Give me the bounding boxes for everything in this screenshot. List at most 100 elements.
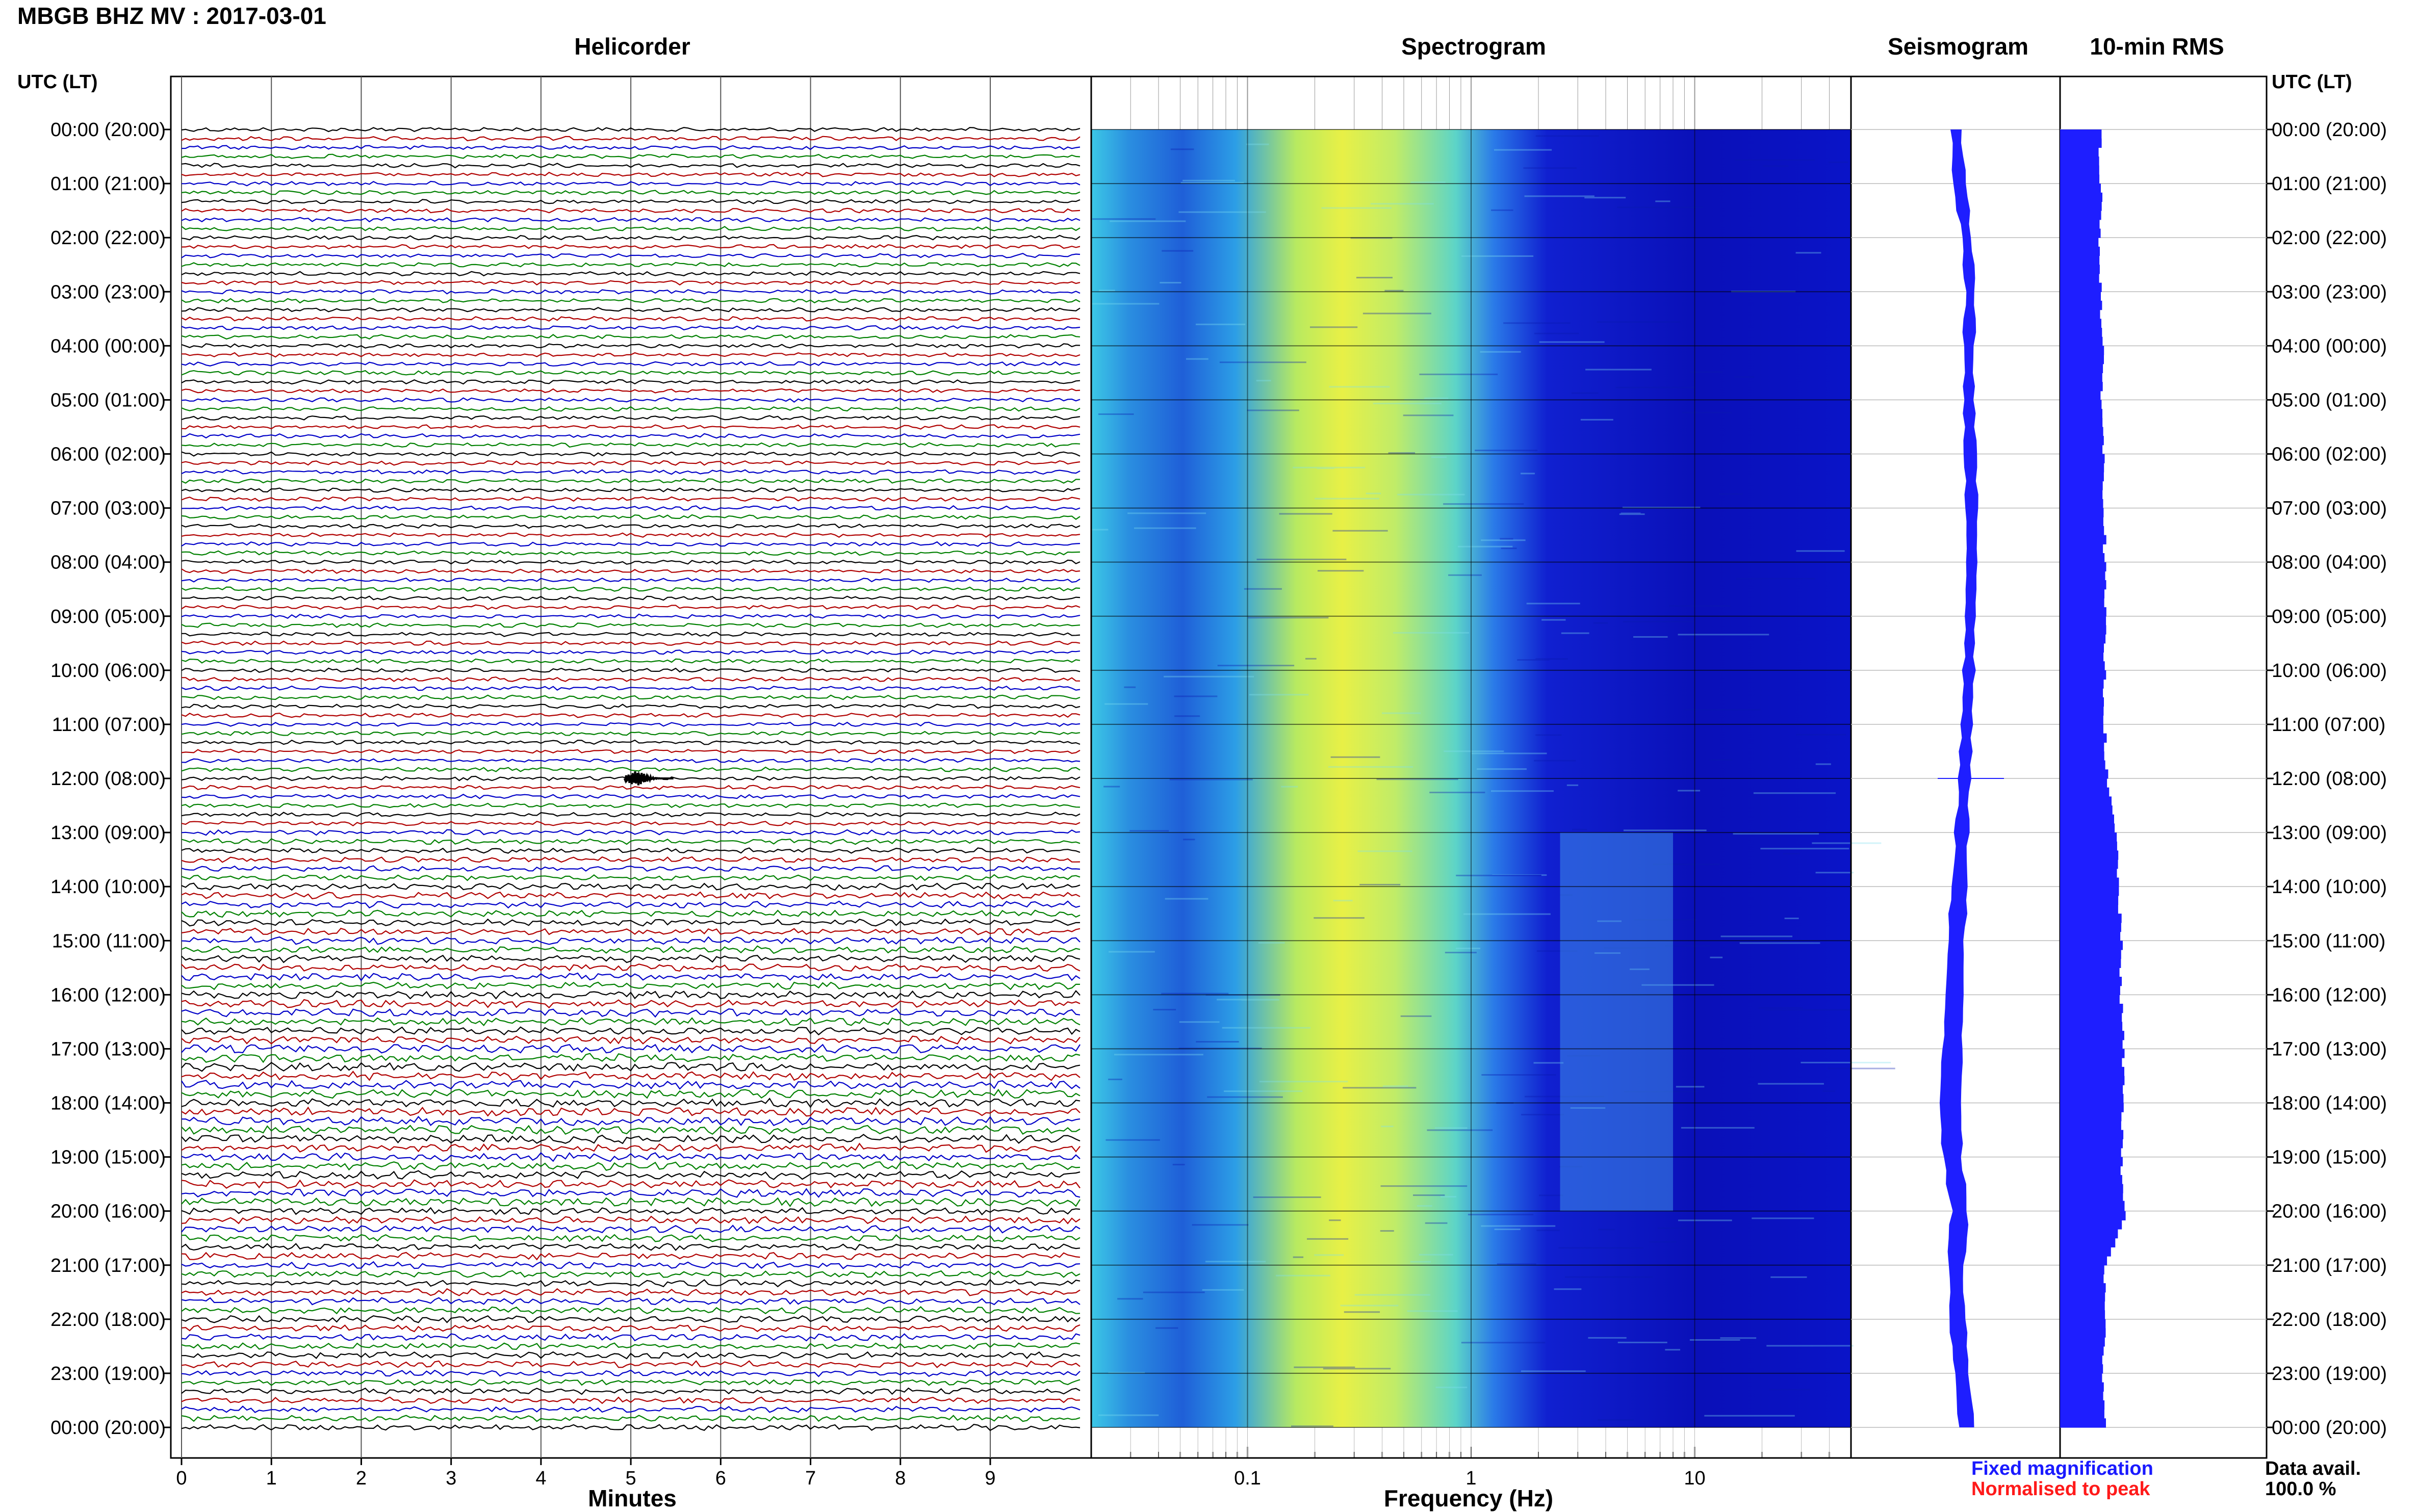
spectrogram-streak bbox=[1760, 1371, 1837, 1373]
spectrogram-streak bbox=[1598, 1419, 1634, 1421]
helicorder-trace bbox=[181, 1215, 1081, 1224]
helicorder-trace bbox=[181, 604, 1081, 610]
helicorder-trace bbox=[181, 1342, 1081, 1350]
spectrogram-streak bbox=[1104, 703, 1148, 705]
spectrogram-streak bbox=[1407, 1310, 1458, 1312]
helicorder-trace bbox=[181, 1197, 1081, 1208]
rms-bar bbox=[2060, 355, 2104, 364]
hour-label-right: 12:00 (08:00) bbox=[2272, 768, 2387, 790]
helicorder-trace bbox=[182, 180, 1081, 187]
spectrogram-streak bbox=[1381, 1126, 1394, 1128]
helicorder-trace bbox=[181, 731, 1081, 736]
spectrogram-streak bbox=[1456, 947, 1481, 949]
spectrogram-streak bbox=[1521, 1370, 1586, 1372]
rms-title: 10-min RMS bbox=[2090, 33, 2224, 60]
spectrogram-streak bbox=[1491, 209, 1513, 211]
helicorder-trace bbox=[181, 739, 1081, 745]
rms-bar bbox=[2060, 535, 2106, 544]
rms-bar bbox=[2060, 147, 2099, 157]
helicorder-trace bbox=[181, 785, 1081, 790]
rms-bar bbox=[2060, 390, 2101, 400]
rms-bar bbox=[2060, 832, 2117, 842]
spectrogram-streak bbox=[1091, 303, 1160, 305]
rms-bar bbox=[2060, 1220, 2122, 1230]
spectrogram-streak bbox=[1735, 159, 1815, 161]
spectrogram-streak bbox=[1463, 913, 1551, 915]
spectrogram-streak bbox=[1784, 918, 1799, 920]
hour-label-right: 11:00 (07:00) bbox=[2272, 714, 2385, 736]
spectrogram-streak bbox=[1535, 135, 1599, 137]
spectrogram-streak bbox=[1524, 195, 1595, 197]
spectrogram-streak bbox=[1332, 530, 1388, 532]
rms-bar bbox=[2060, 1229, 2118, 1239]
spectrogram-streak bbox=[1521, 473, 1535, 475]
spectrogram-streak bbox=[1434, 1127, 1468, 1129]
spectrogram-tremor-band bbox=[1560, 832, 1674, 1211]
helicorder-trace bbox=[181, 829, 1081, 836]
minute-tick-label: 0 bbox=[176, 1468, 187, 1489]
spectrogram-streak bbox=[1425, 1222, 1448, 1224]
spectrogram-streak bbox=[1381, 712, 1421, 714]
rms-bar bbox=[2060, 814, 2114, 824]
helicorder-trace bbox=[181, 613, 1081, 619]
helicorder-trace bbox=[181, 505, 1081, 511]
spectrogram-streak bbox=[1444, 750, 1504, 752]
spectrogram-streak bbox=[1629, 968, 1650, 970]
rms-bar bbox=[2060, 1373, 2102, 1383]
spectrogram-streak bbox=[1752, 1217, 1814, 1219]
spectrogram-streak bbox=[1134, 527, 1196, 529]
data-avail-label: Data avail. bbox=[2265, 1458, 2361, 1479]
spectrogram-streak bbox=[1621, 512, 1641, 514]
spectrogram-streak bbox=[1783, 853, 1800, 855]
spectrogram-streak bbox=[1328, 766, 1413, 768]
spectrogram-streak bbox=[1678, 790, 1701, 792]
spectrogram-streak bbox=[1202, 1289, 1244, 1291]
helicorder-title: Helicorder bbox=[574, 33, 690, 60]
rms-bar bbox=[2060, 238, 2099, 247]
rms-bar bbox=[2060, 300, 2102, 310]
spectrogram-streak bbox=[1653, 863, 1720, 865]
rms-bar bbox=[2060, 409, 2102, 419]
hour-label-left: 20:00 (16:00) bbox=[50, 1201, 166, 1222]
rms-bar bbox=[2060, 787, 2110, 797]
helicorder-trace bbox=[181, 1142, 1081, 1153]
spectrogram-streak bbox=[1521, 1114, 1564, 1116]
spectrogram-streak bbox=[1413, 1194, 1445, 1196]
rms-bar bbox=[2060, 445, 2103, 455]
rms-bars bbox=[2060, 129, 2126, 1428]
hour-label-right: 08:00 (04:00) bbox=[2272, 552, 2387, 573]
rms-bar bbox=[2060, 859, 2118, 869]
spectrogram-streak bbox=[1815, 872, 1854, 874]
rms-bar bbox=[2060, 174, 2100, 184]
helicorder-trace bbox=[181, 847, 1081, 854]
spectrogram-streak bbox=[1796, 550, 1845, 552]
spectrogram-streak bbox=[1161, 993, 1229, 995]
rms-bar bbox=[2060, 616, 2106, 626]
rms-bar bbox=[2060, 949, 2121, 959]
rms-bar bbox=[2060, 914, 2122, 923]
spectrogram-streak bbox=[1656, 778, 1707, 780]
spectrogram-streak bbox=[1276, 1274, 1330, 1276]
spectrogram-streak bbox=[1092, 218, 1156, 220]
helicorder-trace bbox=[181, 1270, 1081, 1278]
helicorder-trace bbox=[181, 298, 1081, 304]
spectrogram-streak bbox=[1461, 255, 1534, 257]
rms-bar bbox=[2060, 292, 2101, 301]
hour-label-left: 23:00 (19:00) bbox=[50, 1363, 166, 1385]
helicorder-trace bbox=[181, 1387, 1081, 1395]
hour-label-right: 19:00 (15:00) bbox=[2272, 1147, 2387, 1168]
rms-bar bbox=[2060, 1148, 2121, 1158]
spectrogram-streak bbox=[1309, 326, 1358, 328]
helicorder-trace bbox=[181, 865, 1081, 872]
spectrogram-streak bbox=[1622, 507, 1701, 509]
spectrogram-streak bbox=[1417, 1205, 1432, 1207]
spectrogram-streak bbox=[1828, 1067, 1895, 1070]
spectrogram-streak bbox=[1500, 538, 1513, 540]
helicorder-trace bbox=[181, 1106, 1081, 1117]
spectrogram-streak bbox=[1758, 1083, 1824, 1085]
helicorder-trace bbox=[181, 1008, 1081, 1018]
hour-label-right: 09:00 (05:00) bbox=[2272, 606, 2387, 628]
helicorder-trace bbox=[181, 936, 1081, 945]
spectrogram-streak bbox=[1567, 1055, 1601, 1057]
spectrogram-streak bbox=[1443, 503, 1524, 505]
